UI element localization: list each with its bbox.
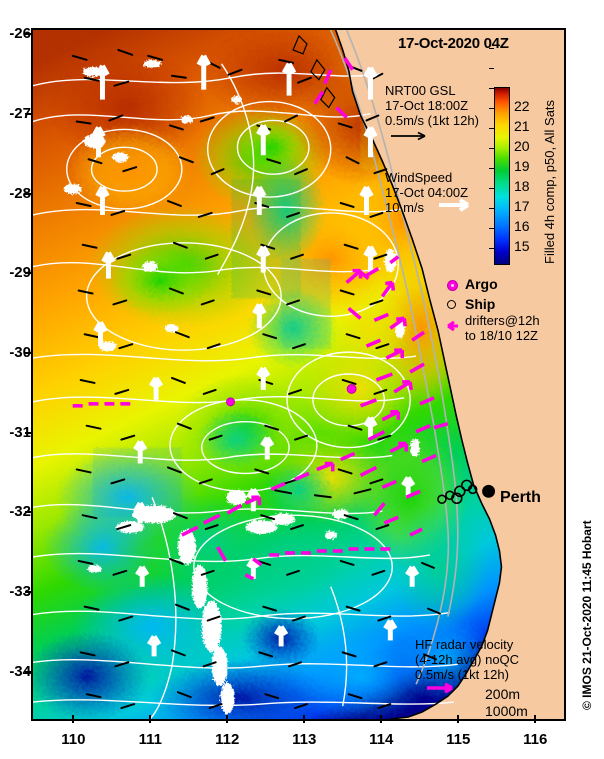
x-tick-mark [534,715,537,723]
credit-text: © IMOS 21-Oct-2020 11:45 Hobart [580,520,594,710]
hf-legend-line3: 0.5m/s (1kt 12h) [415,667,509,682]
colorbar-tick-16: 16 [514,218,530,234]
drifter-arrows [72,56,449,581]
y-tick-label: -31 [9,423,31,441]
y-tick-label: -27 [9,105,31,123]
colorbar-tick-18: 18 [514,178,530,194]
colorbar-tick-22: 22 [514,98,530,114]
y-tick-mark [25,590,33,593]
y-tick-label: -34 [9,662,31,680]
ship-marker[interactable] [445,490,455,501]
argo-legend-label: Argo [465,276,498,292]
x-tick-label: 111 [138,731,162,748]
y-tick-mark [25,113,33,116]
colorbar-tick-19: 19 [514,158,530,174]
map-plot-area[interactable]: 17-Oct-2020 04Z Perth NRT00 GSL 17-Oct 1… [31,28,566,721]
hf-legend-line2: (4-12h avg) noQC [415,652,520,667]
depth-label-1000m: 1000m [485,703,528,719]
ship-legend-label: Ship [465,296,496,312]
currents-legend-line2: 17-Oct 18:00Z [385,98,469,113]
colorbar-tick-17: 17 [514,198,530,214]
y-tick-label: -30 [9,343,31,361]
depth-label-200m: 200m [485,686,521,702]
x-tick-label: 115 [446,731,471,748]
y-tick-label: -26 [9,25,31,43]
perth-city-marker[interactable] [482,484,496,498]
offshore-islands [292,34,336,109]
x-tick-label: 114 [369,731,394,748]
y-tick-mark [25,272,33,275]
y-tick-label: -28 [9,184,31,202]
sst-raster [33,30,503,719]
magenta-arrow-right-icon [427,682,453,694]
wind-legend-line1: WindSpeed [385,170,453,185]
x-tick-mark [149,715,152,723]
y-tick-mark [25,511,33,514]
white-arrow-right-icon [439,198,470,212]
platform-markers [226,383,478,505]
x-tick-mark [72,715,75,723]
x-tick-label: 112 [215,731,240,748]
perth-label: Perth [500,489,541,506]
current-arrows [71,48,441,710]
x-tick-mark [226,715,229,723]
x-tick-mark [380,715,383,723]
y-tick-mark [25,431,33,434]
argo-marker[interactable] [226,397,235,407]
argo-icon [447,280,458,291]
wind-legend-line2: 17-Oct 04:00Z [385,185,469,200]
x-tick-label: 116 [523,731,548,748]
ship-marker[interactable] [467,484,478,495]
x-tick-label: 113 [292,731,317,748]
x-tick-mark [303,715,306,723]
y-tick-mark [25,33,33,36]
ship-icon [447,300,456,309]
y-tick-mark [25,670,33,673]
argo-marker[interactable] [346,383,357,394]
colorbar-tick-15: 15 [514,238,530,254]
plot-title: 17-Oct-2020 04Z [398,35,509,52]
sst-field [33,30,564,719]
magenta-arrow-icon [447,320,458,332]
wind-arrows [91,54,420,657]
colorbar-tick-20: 20 [514,138,530,154]
hf-legend-line1: HF radar velocity [415,637,514,652]
colorbar [494,87,510,265]
y-axis: -26 -27 -28 -29 -30 -31 -32 -33 -34 [0,25,33,721]
bathymetry-contours [330,30,459,685]
y-tick-label: -32 [9,503,31,521]
black-arrow-right-icon [391,131,426,141]
drifters-legend-line2: to 18/10 12Z [465,328,538,343]
ship-marker[interactable] [437,494,447,505]
y-tick-label: -33 [9,582,31,600]
y-tick-mark [25,192,33,195]
colorbar-title: Filled 4h comp, p50, All Sats [542,99,557,264]
x-tick-mark [457,715,460,723]
colorbar-tick-21: 21 [514,118,530,134]
currents-legend-line3: 0.5m/s (1kt 12h) [385,113,479,128]
currents-legend-line1: NRT00 GSL [385,83,456,98]
y-tick-mark [25,351,33,354]
drifters-legend-line1: drifters@12h [465,313,540,328]
x-axis: 110 111 112 113 114 115 116 [31,715,566,753]
ship-marker[interactable] [454,485,466,498]
y-tick-label: -29 [9,264,31,282]
wind-legend-line3: 10 m/s [385,200,425,215]
x-tick-label: 110 [61,731,86,748]
